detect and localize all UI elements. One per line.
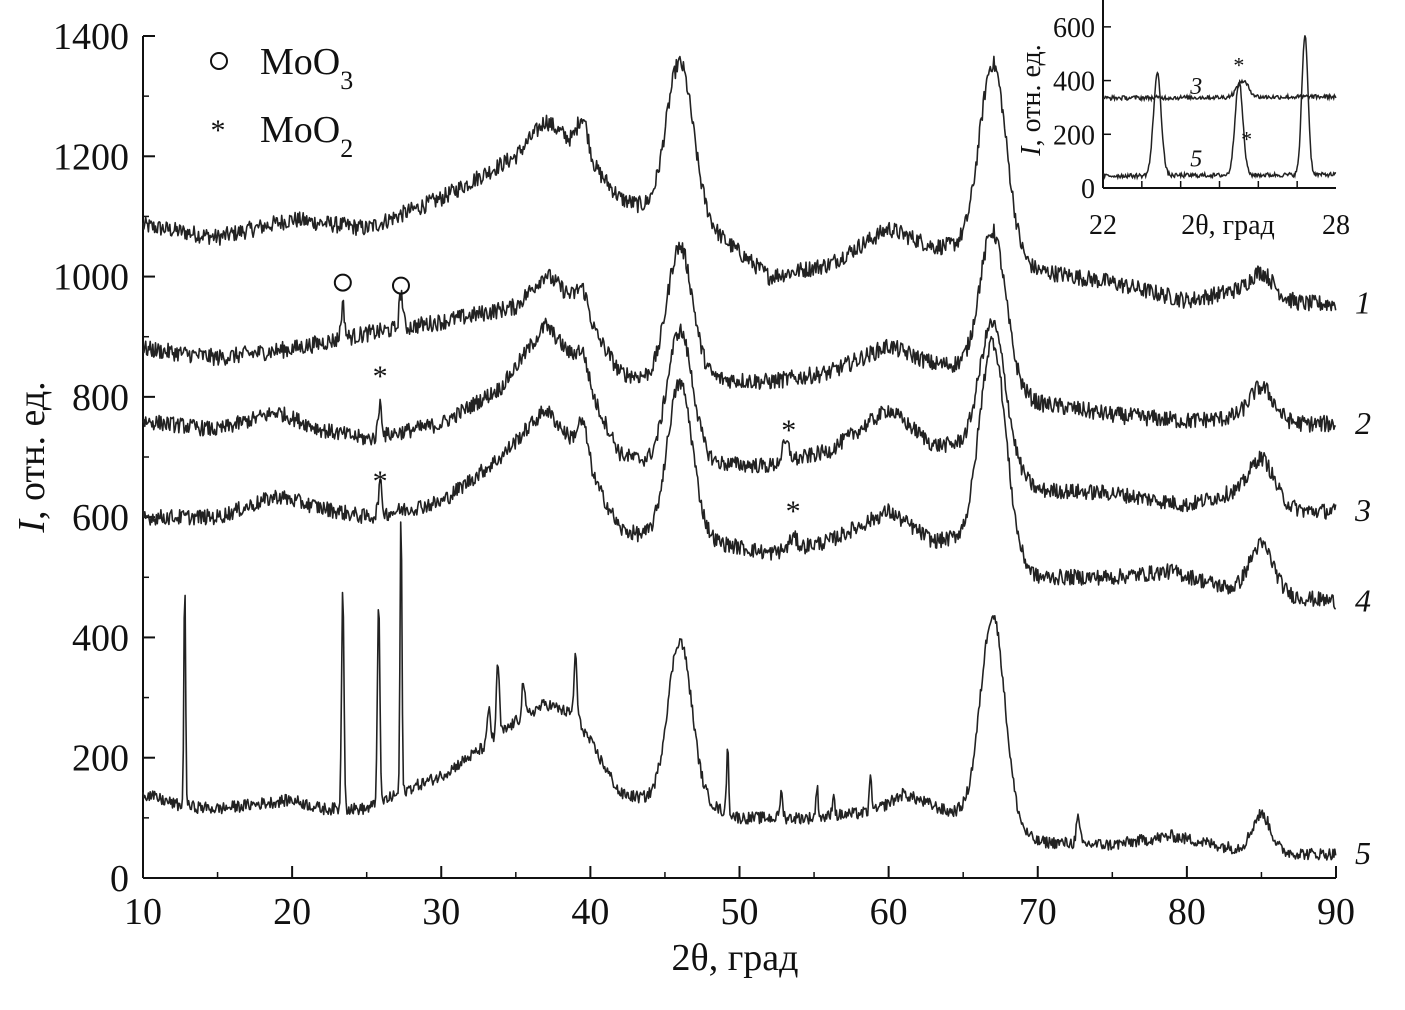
inset-y-tick-label: 200 [1053, 120, 1095, 151]
y-tick-label: 1000 [53, 257, 129, 299]
moo2-marker: * [786, 495, 801, 528]
series-label-1: 1 [1355, 285, 1371, 321]
y-tick-label: 800 [72, 377, 129, 419]
y-tick-label: 0 [110, 858, 129, 900]
y-axis-title-symbol: I [11, 518, 53, 534]
x-tick-label: 30 [422, 891, 460, 933]
x-tick-label: 60 [870, 891, 908, 933]
main-ticks: 10 20 30 40 50 60 70 80 900200400600800100012001… [53, 16, 1355, 933]
y-axis-title: I, отн. ед. [11, 381, 53, 533]
inset-background [1100, 0, 1340, 188]
inset-moo2-marker: * [1233, 52, 1244, 77]
x-tick-label: 40 [571, 891, 609, 933]
y-tick-label: 600 [72, 497, 129, 539]
inset-curves: 35 [1102, 35, 1337, 181]
series-line-1 [142, 55, 1337, 312]
inset-moo2-marker: * [1241, 126, 1252, 151]
x-tick-label: 70 [1019, 891, 1057, 933]
x-tick-label: 80 [1168, 891, 1206, 933]
x-axis-title: 2θ, град [672, 937, 799, 979]
series-line-3 [142, 317, 1337, 520]
moo3-marker [391, 276, 410, 295]
series-label-2: 2 [1355, 405, 1371, 441]
inset-series-line-3 [1102, 78, 1337, 103]
inset-y-axis-title-unit: , отн. ед. [1016, 44, 1047, 146]
inset-y-axis-title-symbol: I [1016, 145, 1047, 157]
inset-x-axis-title: 2θ, град [1181, 210, 1275, 241]
series-label-3: 3 [1354, 492, 1371, 528]
series-line-4 [142, 335, 1337, 610]
inset-y-tick-label: 400 [1053, 67, 1095, 98]
inset-phase-markers: ** [1233, 52, 1252, 151]
legend: MoO3 * MoO2 [210, 41, 354, 163]
legend-symbol-star: * [211, 114, 226, 147]
moo2-marker: * [373, 465, 388, 498]
legend-item-moo3: MoO3 [210, 41, 353, 95]
moo2-marker: * [781, 414, 796, 447]
moo2-marker: * [373, 360, 388, 393]
inset-series-line-5 [1102, 35, 1337, 181]
legend-label-moo3: MoO3 [260, 41, 353, 95]
y-axis-title-unit: , отн. ед. [11, 381, 53, 520]
y-tick-label: 1200 [53, 136, 129, 178]
x-tick-label: 50 [721, 891, 759, 933]
y-tick-label: 400 [72, 617, 129, 659]
inset-y-axis-title: I, отн. ед. [1016, 44, 1047, 156]
inset-series-label-5: 5 [1190, 146, 1202, 172]
legend-label-moo2: MoO2 [260, 109, 353, 163]
inset-x-tick-label: 28 [1322, 210, 1350, 241]
main-curves: 1 2 3 4 5 [142, 55, 1371, 871]
x-tick-label: 20 [273, 891, 311, 933]
y-tick-label: 200 [72, 738, 129, 780]
inset-y-tick-label: 600 [1053, 13, 1095, 44]
inset-ticks: 22 28 0 200 400 600 [1053, 13, 1350, 241]
inset-x-tick-label: 22 [1089, 210, 1117, 241]
series-label-4: 4 [1355, 582, 1371, 618]
moo3-marker [333, 273, 352, 292]
main-plot: 10 20 30 40 50 60 70 80 900200400600800100012001… [11, 16, 1371, 979]
series-line-5 [142, 521, 1337, 861]
x-tick-label: 10 [124, 891, 162, 933]
legend-symbol-circle [210, 52, 228, 70]
series-label-5: 5 [1355, 835, 1371, 871]
x-tick-label: 90 [1317, 891, 1355, 933]
legend-item-moo2: * MoO2 [211, 109, 354, 163]
inset-series-label-3: 3 [1189, 74, 1202, 100]
main-phase-markers: * * * * [333, 273, 801, 528]
inset-y-tick-label: 0 [1081, 174, 1095, 205]
y-tick-label: 1400 [53, 16, 129, 58]
series-line-2 [142, 223, 1337, 433]
